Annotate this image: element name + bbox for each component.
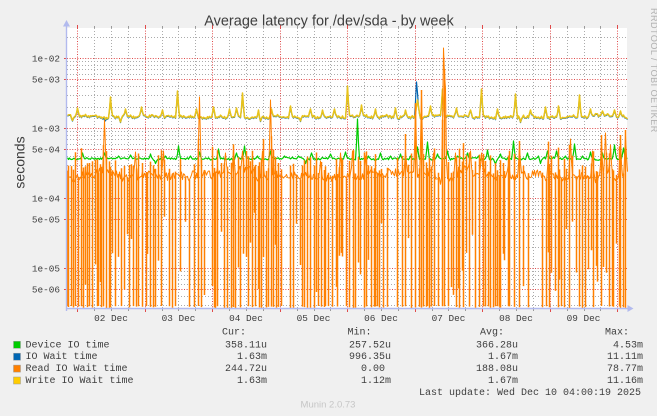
- svg-text:1.67m: 1.67m: [488, 352, 518, 363]
- svg-text:1e-02: 1e-02: [32, 53, 60, 64]
- svg-text:5e-06: 5e-06: [32, 284, 61, 295]
- svg-text:08 Dec: 08 Dec: [499, 313, 533, 324]
- svg-text:5e-03: 5e-03: [32, 74, 61, 85]
- svg-text:5e-05: 5e-05: [32, 214, 61, 225]
- svg-text:11.16m: 11.16m: [607, 376, 643, 387]
- svg-text:Munin 2.0.73: Munin 2.0.73: [301, 400, 356, 411]
- svg-text:11.11m: 11.11m: [607, 352, 643, 363]
- svg-text:Read IO Wait time: Read IO Wait time: [26, 363, 128, 375]
- svg-text:257.52u: 257.52u: [349, 340, 391, 351]
- svg-text:1.67m: 1.67m: [488, 376, 518, 387]
- svg-text:1.63m: 1.63m: [237, 352, 267, 363]
- svg-text:1.63m: 1.63m: [237, 376, 267, 387]
- svg-text:1e-05: 1e-05: [32, 263, 61, 274]
- svg-text:996.35u: 996.35u: [349, 352, 391, 363]
- svg-text:Device IO time: Device IO time: [26, 339, 110, 351]
- svg-text:366.28u: 366.28u: [476, 340, 518, 351]
- svg-text:Average latency for /dev/sda -: Average latency for /dev/sda - by week: [204, 14, 454, 30]
- svg-text:03 Dec: 03 Dec: [162, 313, 196, 324]
- svg-text:188.08u: 188.08u: [476, 364, 518, 375]
- svg-text:1e-03: 1e-03: [32, 123, 61, 134]
- svg-text:0.00: 0.00: [361, 364, 385, 375]
- svg-text:09 Dec: 09 Dec: [567, 313, 601, 324]
- svg-text:05 Dec: 05 Dec: [297, 313, 331, 324]
- svg-text:Max:: Max:: [605, 328, 629, 339]
- svg-text:Last update: Wed Dec 10 04:00:: Last update: Wed Dec 10 04:00:19 2025: [419, 387, 641, 399]
- svg-text:358.11u: 358.11u: [225, 340, 267, 351]
- svg-text:5e-04: 5e-04: [32, 144, 61, 155]
- svg-text:244.72u: 244.72u: [225, 364, 267, 375]
- svg-text:04 Dec: 04 Dec: [229, 313, 263, 324]
- svg-text:06 Dec: 06 Dec: [364, 313, 398, 324]
- svg-text:02 Dec: 02 Dec: [94, 313, 128, 324]
- svg-text:seconds: seconds: [12, 136, 28, 188]
- svg-text:1e-04: 1e-04: [32, 193, 61, 204]
- svg-text:4.53m: 4.53m: [613, 340, 643, 351]
- svg-text:07 Dec: 07 Dec: [432, 313, 466, 324]
- svg-text:IO Wait time: IO Wait time: [26, 351, 98, 363]
- svg-text:Write IO Wait time: Write IO Wait time: [26, 375, 134, 387]
- svg-text:Avg:: Avg:: [480, 328, 504, 339]
- svg-text:RRDTOOL / TOBI OETIKER: RRDTOOL / TOBI OETIKER: [649, 8, 657, 133]
- svg-text:1.12m: 1.12m: [361, 376, 391, 387]
- svg-text:78.77m: 78.77m: [607, 364, 643, 375]
- svg-text:Cur:: Cur:: [222, 328, 246, 339]
- svg-text:Min:: Min:: [347, 327, 371, 339]
